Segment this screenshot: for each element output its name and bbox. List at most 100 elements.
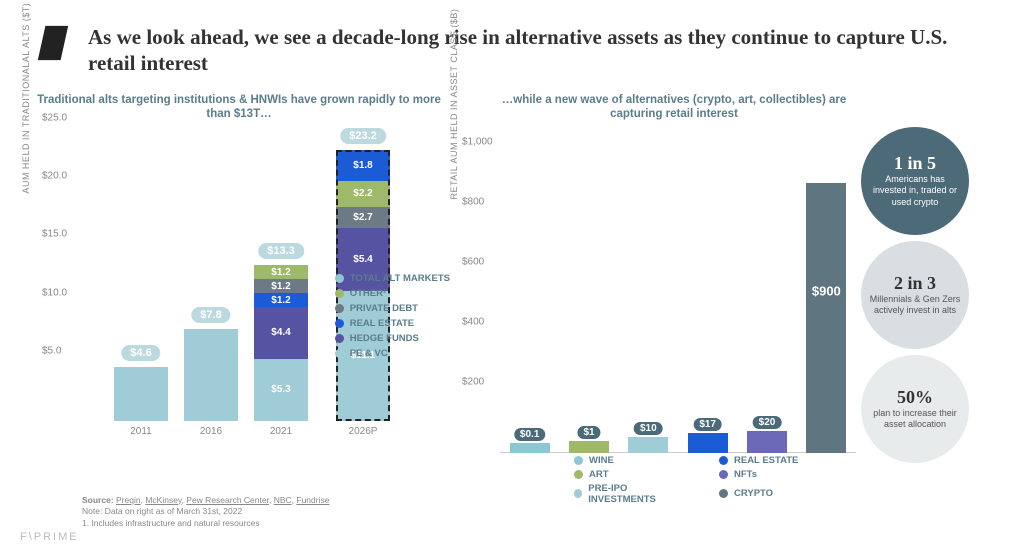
- legend-label: CRYPTO: [734, 488, 773, 499]
- legend-label: PRIVATE DEBT: [350, 303, 418, 314]
- bar-total-pill: $4.6: [121, 345, 160, 361]
- legend-label: PRE-IPO INVESTMENTS: [588, 483, 689, 505]
- right-legend: WINE REAL ESTATE ART NFTs PRE-IPO INVESTMENT…: [574, 455, 834, 505]
- left-legend: TOTAL ALT MARKETS OTHER¹ PRIVATE DEBT REAL …: [335, 269, 450, 363]
- stats-column: 1 in 5Americans has invested in, traded …: [856, 127, 974, 473]
- left-plot-area: AUM HELD IN TRADITIONALAL ALTS ($T) $5.0…: [34, 129, 444, 439]
- x-tick: 2011: [111, 426, 171, 437]
- stat-headline: 1 in 5: [894, 153, 936, 174]
- right-subtitle: …while a new wave of alternatives (crypt…: [454, 93, 974, 123]
- logo-slash-icon: [34, 24, 72, 62]
- bar: $17: [688, 433, 728, 453]
- bar-segment: $1.2: [254, 265, 308, 279]
- legend-item: CRYPTO: [719, 483, 834, 505]
- legend-label: OTHER¹: [350, 288, 386, 299]
- legend-label: HEDGE FUNDS: [350, 333, 419, 344]
- bar: $20: [747, 431, 787, 453]
- y-tick: $600: [462, 256, 484, 267]
- legend-label: REAL ESTATE: [350, 318, 414, 329]
- legend-swatch: [574, 456, 583, 465]
- header: As we look ahead, we see a decade-long r…: [34, 24, 990, 77]
- source-link[interactable]: Pew Research Center: [186, 495, 269, 505]
- source-line: Source: Preqin, McKinsey, Pew Research C…: [82, 495, 329, 506]
- bar-segment: $4.4: [254, 307, 308, 358]
- bar: $0.1: [510, 443, 550, 453]
- y-tick: $400: [462, 316, 484, 327]
- legend-item: TOTAL ALT MARKETS: [335, 273, 450, 284]
- y-tick: $20.0: [42, 170, 67, 181]
- legend-label: PE & VC: [350, 348, 388, 359]
- bar-value-pill: $10: [634, 422, 663, 435]
- legend-swatch: [719, 489, 728, 498]
- bar-segment: $1.8: [336, 150, 390, 182]
- bar-value-pill: $20: [753, 416, 782, 429]
- y-tick: $1,000: [462, 136, 493, 147]
- slide: As we look ahead, we see a decade-long r…: [0, 0, 1024, 557]
- bar-segment: $1.2: [254, 279, 308, 293]
- stat-circle: 1 in 5Americans has invested in, traded …: [861, 127, 969, 235]
- legend-item: ART: [574, 469, 689, 480]
- stat-sub: plan to increase their asset allocation: [869, 408, 961, 431]
- segment-label: $1.2: [271, 267, 290, 278]
- source-link[interactable]: Preqin: [116, 495, 141, 505]
- brand-mark: F\PRIME: [20, 531, 79, 543]
- legend-item: PRIVATE DEBT: [335, 303, 450, 314]
- legend-swatch: [335, 274, 344, 283]
- page-title: As we look ahead, we see a decade-long r…: [88, 24, 990, 77]
- legend-item: NFTs: [719, 469, 834, 480]
- segment-label: $1.2: [271, 281, 290, 292]
- bar: $900: [806, 183, 846, 453]
- stat-circle: 50%plan to increase their asset allocati…: [861, 355, 969, 463]
- bar-segment: $5.3: [254, 359, 308, 421]
- bar-segment: [184, 329, 238, 420]
- bar-segment: $1.2: [254, 293, 308, 307]
- right-y-axis-label: RETAIL AUM HELD IN ASSET CLASS ($B): [449, 9, 459, 200]
- segment-label: $4.4: [271, 327, 290, 338]
- right-chart: …while a new wave of alternatives (crypt…: [454, 93, 974, 473]
- legend-label: TOTAL ALT MARKETS: [350, 273, 450, 284]
- bar-group: $5.3$4.4$1.2$1.2$1.2$13.3: [254, 265, 308, 420]
- stat-circle: 2 in 3Millennials & Gen Zers actively in…: [861, 241, 969, 349]
- bar-total-pill: $13.3: [258, 243, 304, 259]
- y-tick: $5.0: [42, 346, 61, 357]
- legend-item: REAL ESTATE: [719, 455, 834, 466]
- source-link[interactable]: Fundrise: [296, 495, 329, 505]
- source-label: Source:: [82, 495, 116, 505]
- y-tick: $200: [462, 376, 484, 387]
- bar-segment: $2.7: [336, 207, 390, 228]
- stat-sub: Millennials & Gen Zers actively invest i…: [869, 294, 961, 317]
- segment-label: $2.7: [353, 212, 372, 223]
- y-tick: $15.0: [42, 229, 67, 240]
- bar-segment: $2.2: [336, 181, 390, 207]
- legend-item: WINE: [574, 455, 689, 466]
- legend-label: NFTs: [734, 469, 757, 480]
- bar-total-pill: $7.8: [191, 307, 230, 323]
- bar-group: $4.6: [114, 367, 168, 421]
- footnote-line: 1. Includes infrastructure and natural r…: [82, 518, 329, 529]
- left-y-axis-label: AUM HELD IN TRADITIONALAL ALTS ($T): [21, 2, 31, 193]
- bar-group: $7.8: [184, 329, 238, 420]
- legend-swatch: [335, 349, 344, 358]
- legend-swatch: [335, 289, 344, 298]
- segment-label: $5.3: [271, 384, 290, 395]
- x-tick: 2026P: [333, 426, 393, 437]
- y-tick: $10.0: [42, 287, 67, 298]
- x-tick: 2021: [251, 426, 311, 437]
- segment-label: $5.4: [353, 254, 372, 265]
- segment-label: $2.2: [353, 188, 372, 199]
- legend-item: PRE-IPO INVESTMENTS: [574, 483, 689, 505]
- legend-swatch: [335, 304, 344, 313]
- bar-segment: [114, 367, 168, 421]
- legend-item: HEDGE FUNDS: [335, 333, 450, 344]
- source-link[interactable]: NBC: [274, 495, 292, 505]
- source-link[interactable]: McKinsey: [145, 495, 181, 505]
- bar: $1: [569, 441, 609, 453]
- legend-item: REAL ESTATE: [335, 318, 450, 329]
- bar-value-pill: $1: [577, 426, 600, 439]
- left-chart: Traditional alts targeting institutions …: [34, 93, 444, 473]
- legend-label: WINE: [589, 455, 614, 466]
- legend-label: ART: [589, 469, 609, 480]
- baseline: [500, 452, 856, 453]
- y-tick: $25.0: [42, 112, 67, 123]
- y-tick: $800: [462, 196, 484, 207]
